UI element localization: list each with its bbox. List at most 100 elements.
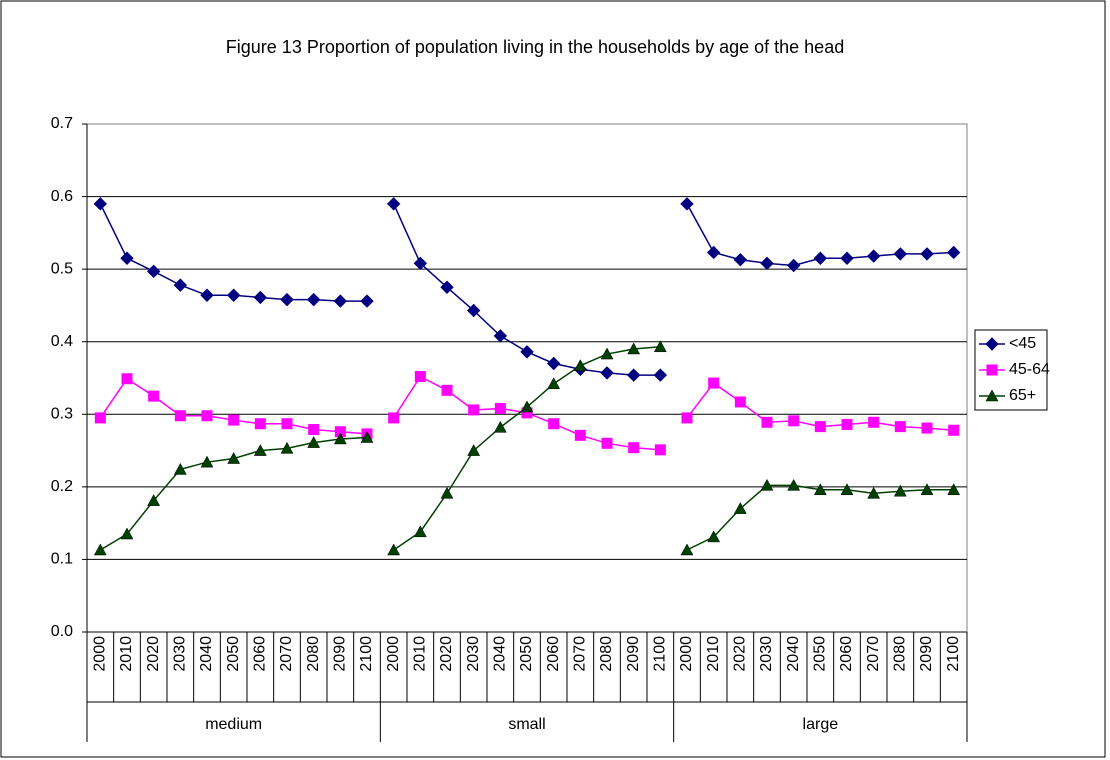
marker: [786, 258, 801, 273]
marker: [787, 478, 801, 491]
marker: [200, 288, 214, 302]
y-tick-label: 0.1: [51, 551, 73, 568]
x-tick-label: 2040: [492, 636, 509, 672]
marker: [760, 478, 774, 491]
marker: [574, 429, 586, 441]
marker: [360, 294, 374, 308]
marker: [840, 483, 854, 496]
y-tick-label: 0.7: [51, 115, 73, 132]
marker: [813, 251, 828, 265]
marker: [120, 527, 134, 540]
marker: [893, 247, 908, 261]
group-label: small: [508, 716, 545, 733]
y-tick-label: 0.6: [51, 188, 73, 205]
legend-marker: [985, 337, 999, 351]
x-tick-label: 2060: [838, 636, 855, 672]
y-tick-label: 0.5: [51, 260, 73, 277]
marker: [867, 486, 881, 499]
marker: [893, 484, 907, 497]
marker: [813, 483, 827, 496]
group-label: large: [803, 716, 839, 733]
x-tick-label: 2060: [252, 636, 269, 672]
marker: [734, 396, 746, 408]
marker: [146, 264, 161, 279]
x-tick-label: 2000: [678, 636, 695, 672]
x-tick-label: 2030: [172, 636, 189, 672]
marker: [653, 368, 668, 382]
marker: [680, 543, 694, 556]
x-tick-label: 2070: [278, 636, 295, 672]
marker: [840, 251, 854, 265]
marker: [493, 329, 508, 343]
x-tick-label: 2020: [145, 636, 162, 672]
x-tick-label: 2070: [572, 636, 589, 672]
marker: [841, 418, 853, 430]
marker: [921, 422, 933, 434]
legend-label: 45-64: [1009, 361, 1050, 378]
x-tick-label: 2100: [945, 636, 962, 672]
marker: [413, 525, 427, 538]
marker: [866, 249, 881, 263]
marker: [653, 340, 667, 353]
marker: [308, 424, 320, 436]
marker: [788, 415, 800, 427]
marker: [546, 356, 561, 371]
marker: [93, 197, 108, 211]
x-tick-label: 2020: [438, 636, 455, 672]
x-tick-label: 2000: [92, 636, 109, 672]
marker: [868, 416, 880, 428]
marker: [93, 543, 107, 556]
marker: [946, 245, 961, 260]
marker: [548, 418, 560, 430]
marker: [148, 390, 160, 402]
x-tick-label: 2090: [918, 636, 935, 672]
marker: [147, 494, 161, 506]
y-tick-label: 0.4: [51, 333, 73, 350]
marker: [333, 432, 347, 445]
marker: [626, 368, 641, 382]
marker: [253, 290, 268, 305]
marker: [628, 442, 640, 454]
x-tick-label: 2000: [385, 636, 402, 672]
x-tick-label: 2010: [705, 636, 722, 672]
group-label: medium: [205, 716, 262, 733]
marker: [280, 441, 294, 454]
marker: [681, 412, 693, 424]
marker: [654, 444, 666, 456]
marker: [707, 530, 721, 543]
marker: [227, 452, 241, 464]
marker: [254, 418, 266, 430]
marker: [760, 256, 774, 271]
x-tick-label: 2060: [545, 636, 562, 672]
marker: [228, 414, 240, 426]
marker: [467, 444, 481, 456]
marker: [466, 303, 481, 318]
x-tick-label: 2010: [118, 636, 135, 672]
x-tick-label: 2080: [598, 636, 615, 672]
legend-marker: [985, 389, 999, 402]
marker: [947, 483, 961, 496]
x-tick-label: 2040: [785, 636, 802, 672]
marker: [120, 251, 134, 265]
marker: [281, 418, 293, 430]
marker: [174, 410, 186, 422]
marker: [894, 421, 906, 433]
y-tick-label: 0.0: [51, 623, 73, 640]
marker: [94, 412, 106, 424]
marker: [414, 371, 426, 383]
marker: [468, 404, 480, 416]
chart-title: Figure 13 Proportion of population livin…: [226, 37, 844, 57]
x-tick-label: 2010: [412, 636, 429, 672]
marker: [280, 292, 294, 307]
x-tick-label: 2030: [758, 636, 775, 672]
marker: [733, 502, 747, 514]
marker: [600, 366, 614, 380]
marker: [387, 543, 401, 556]
marker: [814, 421, 826, 433]
marker: [733, 253, 748, 267]
marker: [226, 288, 241, 302]
y-tick-label: 0.2: [51, 478, 73, 495]
marker: [386, 197, 401, 211]
marker: [201, 410, 213, 422]
x-tick-label: 2020: [732, 636, 749, 672]
